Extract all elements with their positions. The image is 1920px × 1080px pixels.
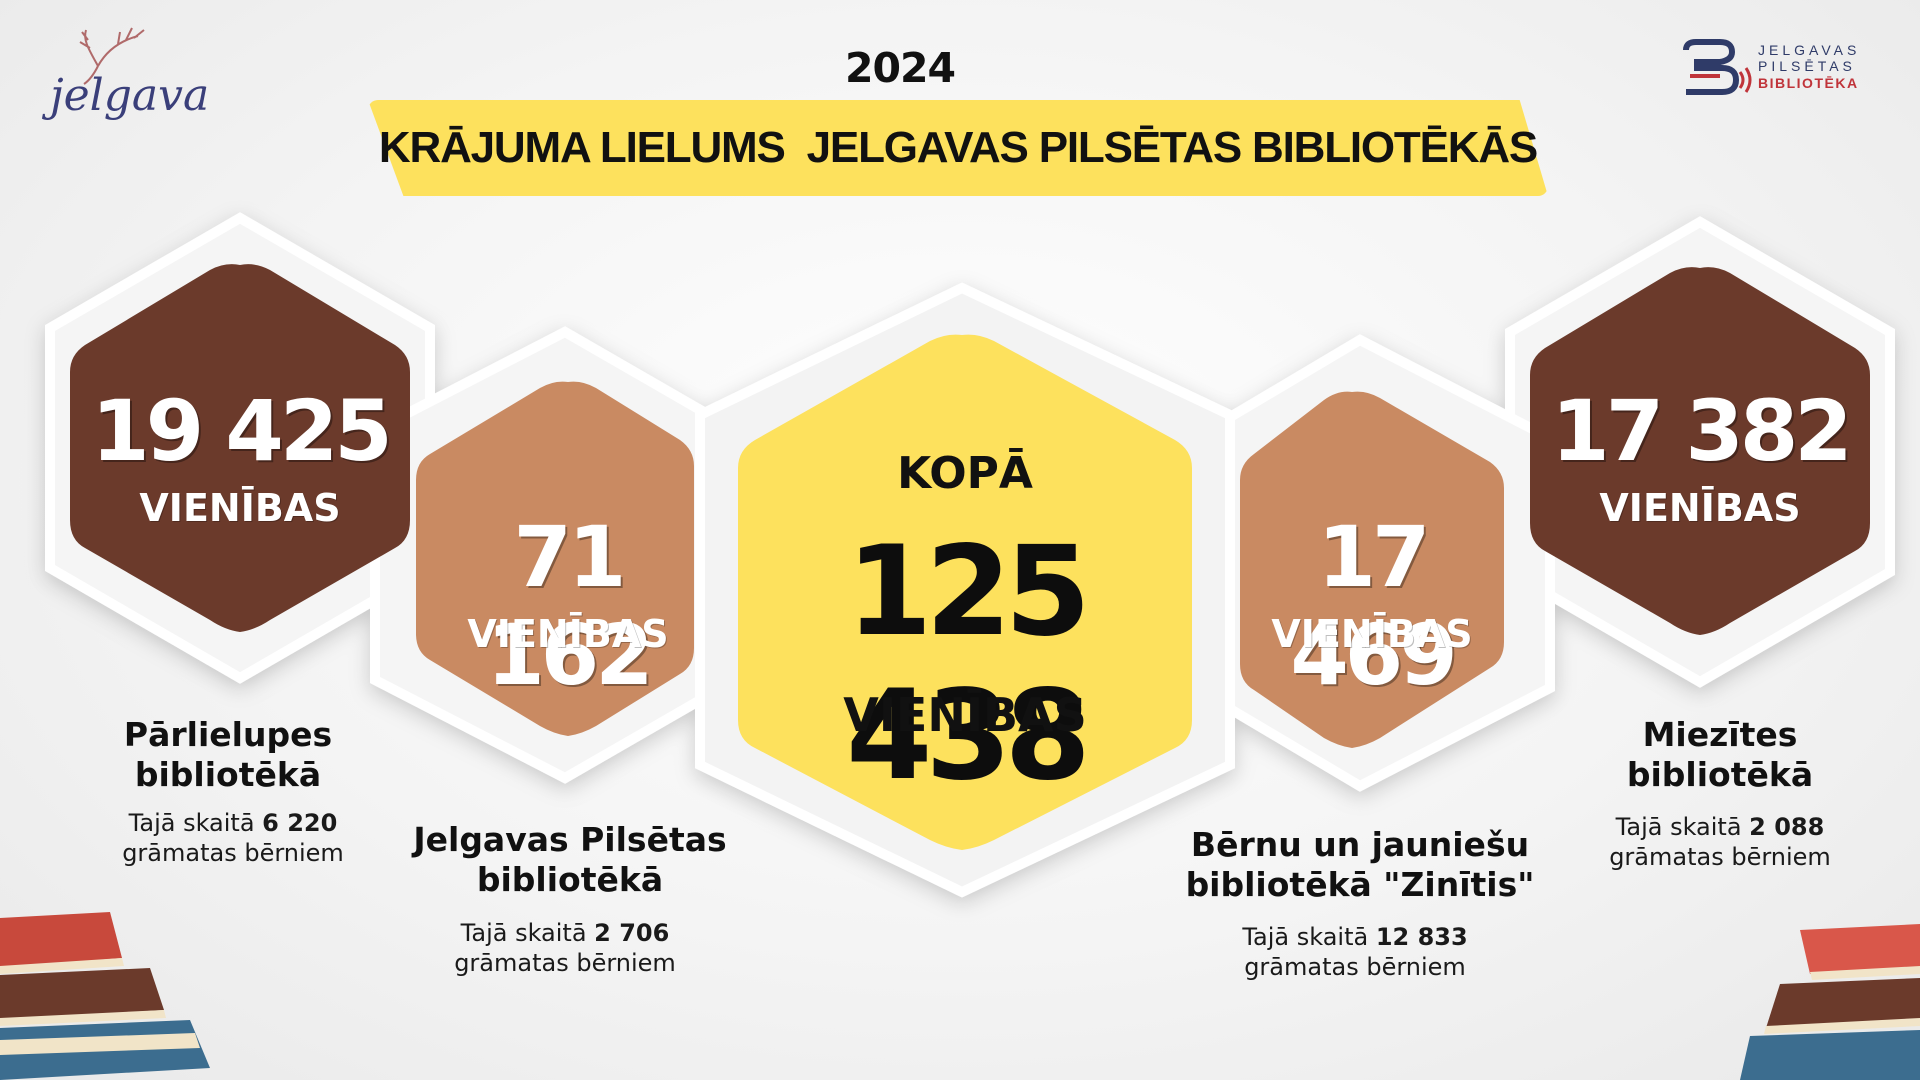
zinitis-unit: VIENĪBAS [1271,612,1473,656]
hex-jelgavas [416,381,694,736]
jelgavas-title-line1: Jelgavas Pilsētas [413,820,727,859]
jelgava-city-logo: jelgava [41,27,209,121]
page-title: KRĀJUMA LIELUMS JELGAVAS PILSĒTAS BIBLIO… [378,123,1538,172]
title-banner [368,100,1548,196]
total-unit: VIENĪBAS [843,688,1087,742]
miezites-value: 17 382 [1551,382,1852,480]
hex-total [738,334,1192,851]
parlielupes-value: 19 425 [91,382,392,480]
zinitis-note-prefix: Tajā skaitā [1242,923,1376,951]
hex-zinitis [1240,391,1504,748]
moose-antlers-icon [79,27,145,85]
library-logo-line3: BIBLIOTĒKA [1758,75,1859,91]
books-right-icon [1740,924,1920,1080]
zinitis-title-line2: bibliotēkā "Zinītis" [1185,865,1535,904]
zinitis-title-line1: Bērnu un jauniešu [1190,825,1530,864]
year-heading: 2024 [844,44,956,92]
miezites-title: Miezītes bibliotēkā [1570,715,1870,795]
jelgavas-note-prefix: Tajā skaitā [460,919,595,947]
zinitis-title: Bērnu un jauniešu bibliotēkā "Zinītis" [1180,825,1540,905]
miezites-title-line2: bibliotēkā [1626,755,1814,794]
parlielupes-note: Tajā skaitā 6 220 grāmatas bērniem [78,808,388,868]
total-label: KOPĀ [897,448,1033,499]
parlielupes-title-line2: bibliotēkā [134,755,322,794]
zinitis-note-value: 12 833 [1375,923,1468,951]
parlielupes-note-suffix: grāmatas bērniem [122,839,344,867]
books-left-icon [0,912,210,1080]
jelgavas-note: Tajā skaitā 2 706 grāmatas bērniem [410,918,720,978]
hex-parlielupes [70,264,410,632]
library-logo: JELGAVAS PILSĒTAS BIBLIOTĒKA [1683,39,1860,95]
parlielupes-title-line1: Pārlielupes [123,715,333,754]
jelgava-logo-text: jelgava [41,70,209,121]
zinitis-value: 17 469 [1290,508,1457,704]
miezites-note: Tajā skaitā 2 088 grāmatas bērniem [1565,812,1875,872]
total-value: 125 438 [846,520,1091,808]
jelgavas-note-suffix: grāmatas bērniem [454,949,676,977]
zinitis-note: Tajā skaitā 12 833 grāmatas bērniem [1200,922,1510,982]
jelgavas-note-value: 2 706 [594,919,670,947]
jelgavas-unit: VIENĪBAS [467,612,669,656]
jelgavas-value: 71 162 [486,508,653,704]
miezites-note-value: 2 088 [1749,813,1825,841]
parlielupes-note-value: 6 220 [262,809,338,837]
miezites-note-prefix: Tajā skaitā [1615,813,1750,841]
hex-miezites [1530,267,1870,635]
library-logo-mark-icon [1683,39,1752,95]
miezites-unit: VIENĪBAS [1599,486,1801,530]
library-logo-line2: PILSĒTAS [1758,58,1856,74]
parlielupes-title: Pārlielupes bibliotēkā [78,715,378,795]
miezites-title-line1: Miezītes [1642,715,1798,754]
miezites-note-suffix: grāmatas bērniem [1609,843,1831,871]
zinitis-note-suffix: grāmatas bērniem [1244,953,1466,981]
parlielupes-note-prefix: Tajā skaitā [128,809,263,837]
jelgavas-title: Jelgavas Pilsētas bibliotēkā [400,820,740,900]
library-logo-line1: JELGAVAS [1758,42,1860,58]
parlielupes-unit: VIENĪBAS [139,486,341,530]
jelgavas-title-line2: bibliotēkā [476,860,664,899]
